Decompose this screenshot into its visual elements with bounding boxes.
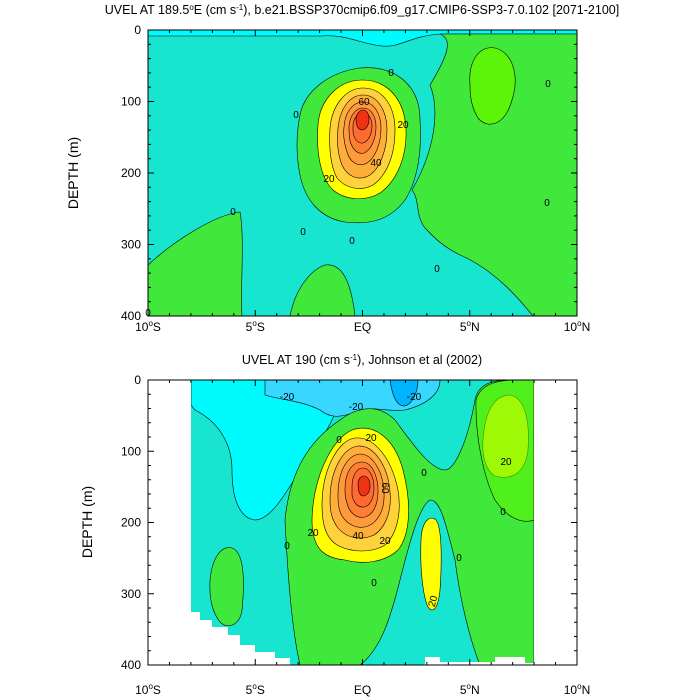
x-tick-label: 5oS: [246, 319, 265, 334]
top-fill-southwest: [148, 211, 243, 316]
bottom-contour-label: 20: [365, 433, 377, 444]
x-tick-label: 5oS: [246, 682, 265, 697]
bottom-contour-label: -20: [349, 402, 364, 413]
bottom-panel: UVEL AT 190 (cm s-1), Johnson et al (200…: [79, 353, 590, 697]
y-tick-label: 400: [121, 309, 141, 323]
bottom-fill-deep-jet: [420, 517, 442, 611]
bottom-contour-label: -20: [407, 392, 422, 403]
top-contour-label: 0: [300, 227, 306, 238]
top-fill-deep-centre: [289, 264, 356, 316]
top-contour-label: 0: [349, 236, 355, 247]
top-contour-field: [148, 30, 577, 316]
bottom-nodata-east: [534, 381, 576, 665]
x-tick-label: EQ: [354, 683, 371, 697]
bottom-contour-label: 20: [379, 536, 391, 547]
x-tick-label: 10oS: [135, 319, 161, 334]
bottom-fill-surface-minus30: [389, 380, 419, 407]
bottom-nodata-seafloor-east: [425, 657, 534, 665]
x-tick-label: EQ: [354, 320, 371, 334]
top-contour-label: 60: [358, 97, 370, 108]
bottom-fill-southwest-green: [209, 547, 244, 626]
y-tick-label: 100: [121, 95, 141, 109]
y-tick-label: 100: [121, 444, 141, 458]
bottom-contour-label: -20: [280, 392, 295, 403]
top-fill-north-band: [411, 33, 577, 316]
top-contour-label: 40: [370, 158, 382, 169]
bottom-contour-label: 20: [427, 594, 441, 608]
x-tick-label: 5oN: [460, 682, 480, 697]
x-tick-label: 10oS: [135, 682, 161, 697]
y-tick-label: 400: [121, 658, 141, 672]
top-y-axis-label: DEPTH (m): [65, 137, 81, 209]
y-tick-label: 200: [121, 516, 141, 530]
top-contour-label: 0: [434, 264, 440, 275]
top-contour-label: 0: [545, 79, 551, 90]
x-tick-label: 10oN: [564, 319, 590, 334]
bottom-title: UVEL AT 190 (cm s-1), Johnson et al (200…: [242, 353, 482, 367]
x-tick-label: 5oN: [460, 319, 480, 334]
bottom-contour-label: 60: [379, 482, 390, 494]
bottom-fill-euc-core: [357, 475, 371, 497]
y-tick-label: 200: [121, 166, 141, 180]
bottom-contour-label: 0: [456, 553, 462, 564]
bottom-fill-west-negative: [191, 380, 342, 521]
bottom-contour-label: 0: [500, 507, 506, 518]
top-panel: UVEL AT 189.5oE (cm s-1), b.e21.BSSP370c…: [65, 3, 619, 334]
top-contour-labels: 0 0 0 0 0 0 0 0 0 20 20 40 60: [145, 68, 551, 319]
bottom-y-axis-label: DEPTH (m): [79, 486, 95, 558]
bottom-contour-label: 0: [421, 468, 427, 479]
bottom-nodata-seafloor-west: [191, 612, 290, 665]
y-tick-label: 300: [121, 587, 141, 601]
top-contour-label: 0: [293, 110, 299, 121]
top-fill-euc-core: [355, 109, 370, 131]
y-tick-label: 0: [134, 373, 141, 387]
bottom-contour-label: 20: [500, 457, 512, 468]
x-tick-label: 10oN: [564, 682, 590, 697]
top-contour-label: 0: [388, 68, 394, 79]
bottom-contour-label: 40: [352, 531, 364, 542]
top-contour-label: 20: [323, 174, 335, 185]
top-contour-label: 0: [230, 207, 236, 218]
top-title: UVEL AT 189.5oE (cm s-1), b.e21.BSSP370c…: [105, 3, 619, 17]
bottom-nodata-west: [149, 381, 191, 665]
bottom-contour-labels: -20 -20 -20 20 0 60 20 40 20 0 0 20 0 0 …: [280, 392, 512, 608]
bottom-contour-label: 20: [307, 528, 319, 539]
bottom-contour-field: [191, 380, 534, 665]
top-fill-north-bump: [469, 47, 516, 125]
bottom-contour-label: 0: [336, 435, 342, 446]
top-contour-label: 20: [397, 120, 409, 131]
y-tick-label: 300: [121, 238, 141, 252]
top-contour-label: 0: [544, 198, 550, 209]
bottom-contour-label: 0: [371, 578, 377, 589]
bottom-contour-label: 0: [284, 541, 290, 552]
y-tick-label: 0: [134, 23, 141, 37]
bottom-fill-northeast-lime: [475, 380, 534, 522]
